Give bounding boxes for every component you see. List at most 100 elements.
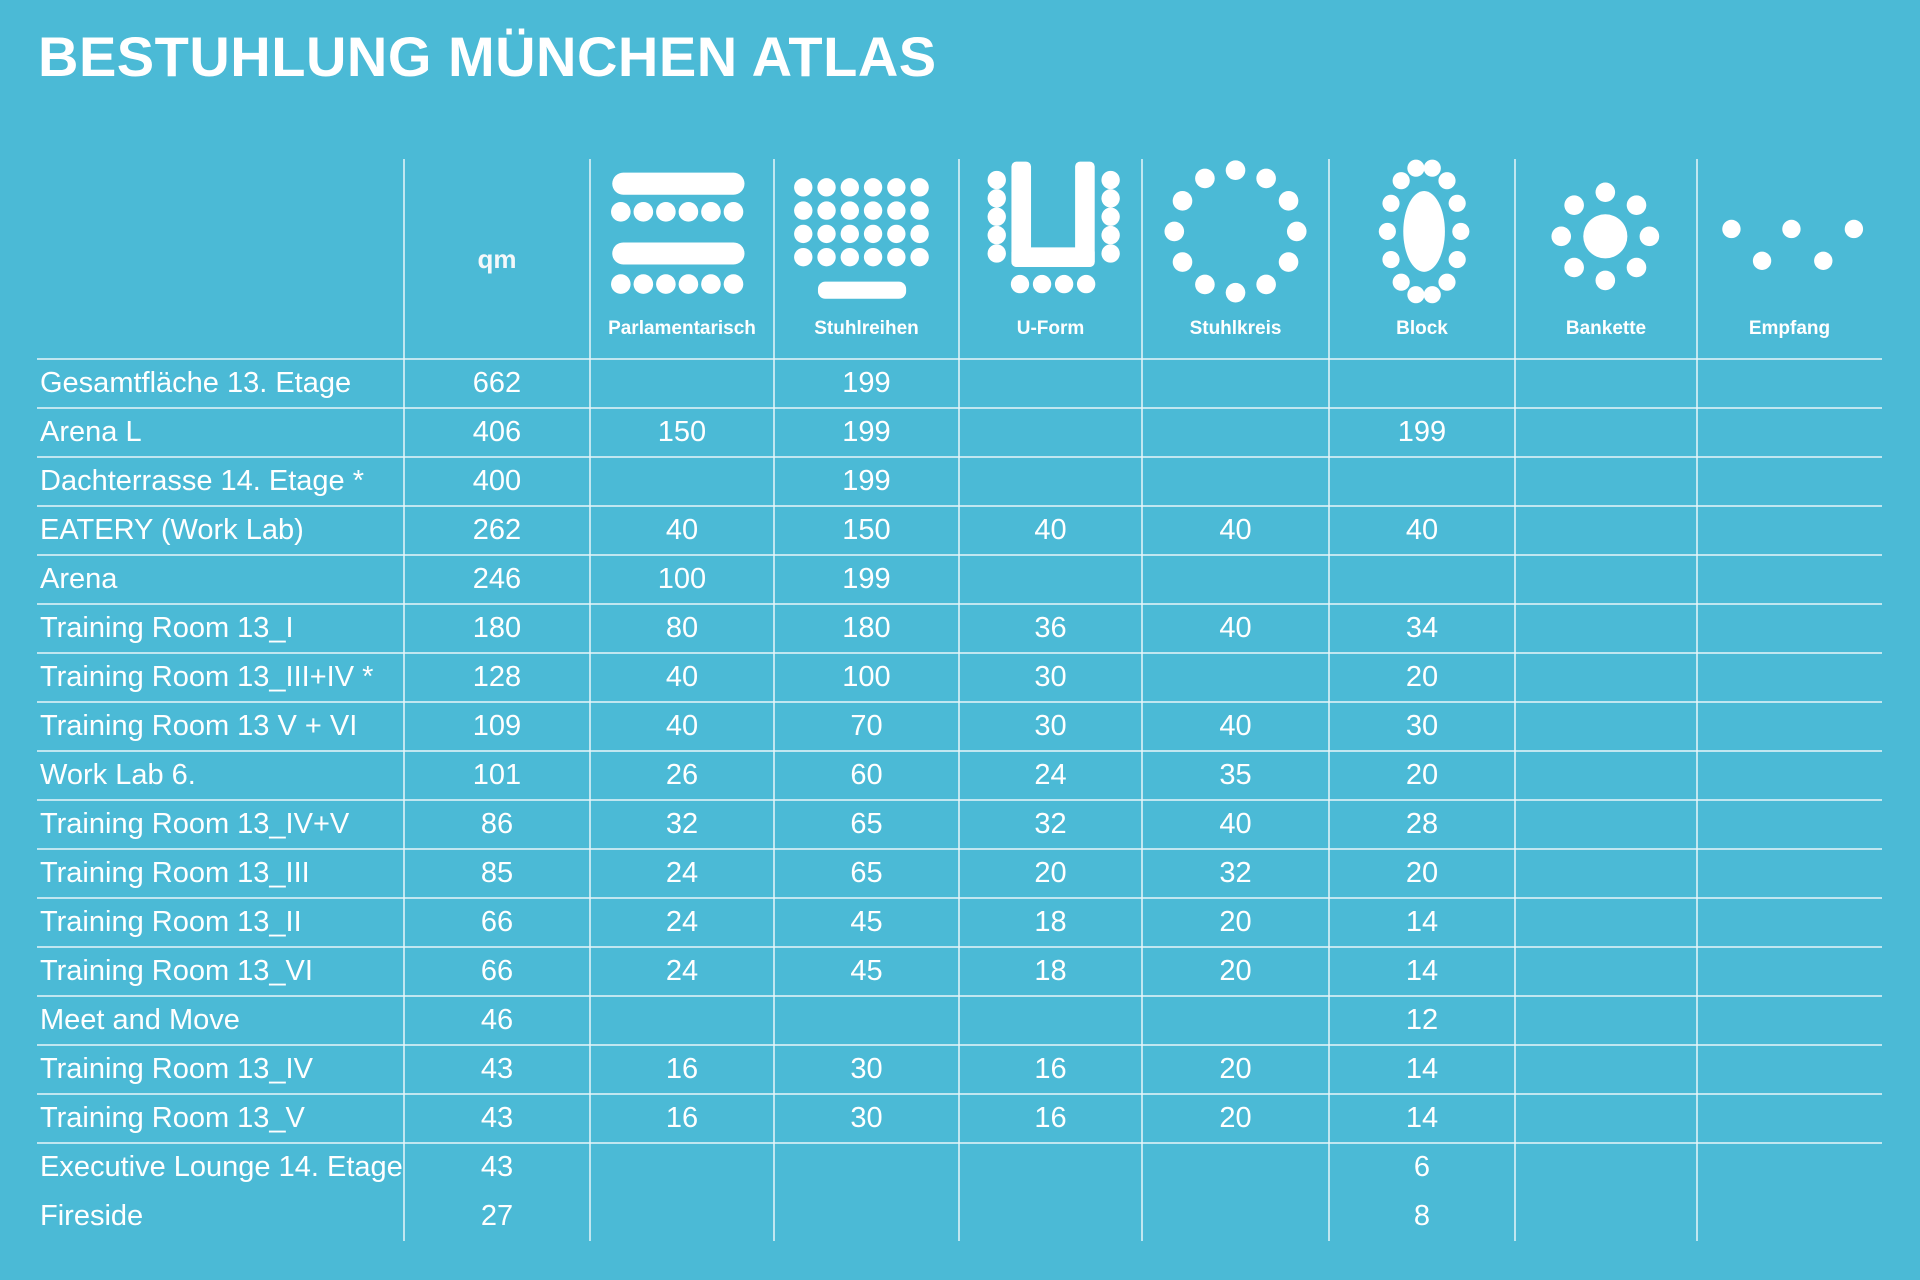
cell-value: 30 xyxy=(850,1102,883,1134)
cell-value: 40 xyxy=(665,661,699,693)
icon-dot xyxy=(1225,160,1246,181)
cell-value: 43 xyxy=(480,1102,514,1134)
cell-value: 6 xyxy=(1413,1151,1431,1183)
icon-dot xyxy=(1639,226,1660,247)
cell-value: 100 xyxy=(842,661,891,693)
cell-value: 30 xyxy=(850,1053,883,1085)
icon-dot xyxy=(887,224,906,244)
cell-value: 180 xyxy=(842,612,891,644)
icon-dot xyxy=(1382,251,1400,269)
cell-value: 32 xyxy=(1219,857,1252,889)
cell-value: 199 xyxy=(842,465,891,497)
cell-value: 24 xyxy=(665,906,699,938)
icon-dot xyxy=(840,224,859,244)
cell-value: 400 xyxy=(472,465,522,497)
cell-value: 199 xyxy=(1397,416,1447,448)
cell-value: 66 xyxy=(480,906,514,938)
column-header: Block xyxy=(1396,318,1448,339)
icon-shape xyxy=(1075,161,1095,267)
icon-dot xyxy=(794,201,813,220)
icon-dot xyxy=(1164,221,1185,242)
icon-dot xyxy=(910,178,929,197)
icon-dot xyxy=(1448,194,1466,212)
icon-dot xyxy=(1423,159,1441,177)
cell-value: 8 xyxy=(1413,1200,1431,1232)
icon-dot xyxy=(863,247,883,267)
cell-value: 43 xyxy=(480,1053,514,1085)
icon-dot xyxy=(1438,172,1456,190)
icon-dot xyxy=(1551,226,1572,247)
icon-dot xyxy=(1407,159,1425,177)
icon-dot xyxy=(678,202,699,222)
icon-dot xyxy=(678,274,699,294)
cell-value: 262 xyxy=(472,514,522,546)
icon-dot xyxy=(794,178,813,197)
icon-dot xyxy=(910,247,929,267)
room-name: Fireside xyxy=(40,1200,144,1232)
cell-value: 20 xyxy=(1405,661,1439,693)
icon-dot xyxy=(701,274,721,294)
icon-dot xyxy=(1564,195,1584,215)
icon-dot xyxy=(633,274,654,294)
icon-dot xyxy=(840,247,859,267)
cell-value: 20 xyxy=(1034,857,1067,889)
icon-shape xyxy=(1011,161,1032,267)
cell-value: 65 xyxy=(850,808,883,840)
icon-dot xyxy=(887,178,906,197)
room-name: Training Room 13_I xyxy=(40,612,294,644)
icon-dot xyxy=(887,201,906,220)
cell-value: 14 xyxy=(1405,906,1439,938)
icon-dot xyxy=(633,202,654,222)
cell-value: 180 xyxy=(472,612,522,644)
icon-dot xyxy=(1392,172,1410,190)
cell-value: 16 xyxy=(665,1102,699,1134)
cell-value: 406 xyxy=(472,416,522,448)
cell-value: 20 xyxy=(1219,906,1252,938)
icon-shape xyxy=(612,172,745,195)
cell-value: 199 xyxy=(842,563,891,595)
icon-dot xyxy=(794,247,813,267)
icon-dot xyxy=(817,201,836,220)
icon-dot xyxy=(1278,252,1299,272)
icon-dot xyxy=(1101,170,1120,190)
cell-value: 46 xyxy=(480,1004,514,1036)
icon-dot xyxy=(1564,257,1584,278)
room-name: Training Room 13_IV xyxy=(40,1053,313,1085)
icon-dot xyxy=(987,189,1006,208)
room-name: EATERY (Work Lab) xyxy=(40,514,304,546)
cell-value: 20 xyxy=(1219,1102,1252,1134)
icon-dot xyxy=(1814,251,1833,271)
icon-shape xyxy=(1403,191,1445,272)
icon-dot xyxy=(611,202,631,222)
icon-dot xyxy=(1392,273,1410,291)
cell-value: 85 xyxy=(480,857,514,889)
room-name: Training Room 13_IV+V xyxy=(40,808,350,840)
icon-dot xyxy=(1101,244,1120,263)
icon-dot xyxy=(1423,286,1441,304)
icon-dot xyxy=(1378,222,1396,241)
icon-dot xyxy=(910,224,929,244)
icon-dot xyxy=(1076,274,1096,294)
cell-value: 14 xyxy=(1405,1102,1439,1134)
cell-value: 24 xyxy=(665,955,699,987)
icon-dot xyxy=(1722,219,1741,239)
cell-value: 16 xyxy=(1034,1102,1067,1134)
icon-dot xyxy=(840,201,859,220)
icon-dot xyxy=(1054,274,1074,294)
icon-dot xyxy=(863,224,883,244)
column-header-qm: qm xyxy=(477,244,517,274)
cell-value: 32 xyxy=(665,808,699,840)
cell-value: 36 xyxy=(1034,612,1067,644)
cell-value: 24 xyxy=(665,857,699,889)
cell-value: 662 xyxy=(472,367,522,399)
cell-value: 24 xyxy=(1034,759,1067,791)
icon-dot xyxy=(1626,195,1647,215)
cell-value: 43 xyxy=(480,1151,514,1183)
icon-dot xyxy=(701,202,721,222)
icon-dot xyxy=(1172,252,1193,272)
icon-dot xyxy=(1382,194,1400,212)
icon-dot xyxy=(817,178,836,197)
cell-value: 40 xyxy=(1405,514,1439,546)
cell-value: 16 xyxy=(665,1053,699,1085)
cell-value: 86 xyxy=(480,808,514,840)
